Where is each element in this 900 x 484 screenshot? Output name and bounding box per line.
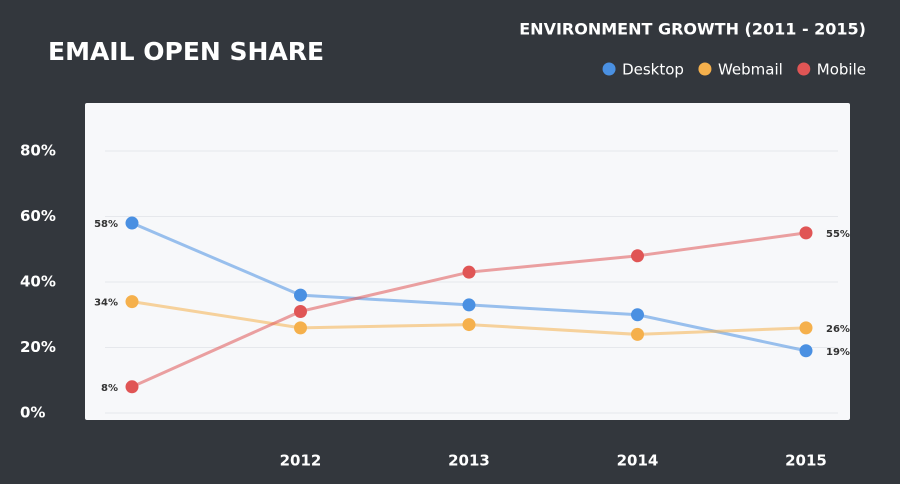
- data-label: 19%: [826, 347, 850, 358]
- x-tick-label: 2013: [448, 452, 490, 470]
- legend-marker: [602, 62, 616, 76]
- plot-area: [85, 103, 850, 420]
- data-point: [799, 344, 813, 358]
- legend-label: Webmail: [718, 61, 783, 79]
- x-tick-label: 2015: [785, 452, 827, 470]
- x-tick-label: 2014: [617, 452, 659, 470]
- data-point: [462, 298, 476, 312]
- data-point: [799, 321, 813, 335]
- y-tick-label: 20%: [20, 338, 56, 356]
- y-tick-label: 80%: [20, 142, 56, 160]
- data-point: [631, 327, 644, 341]
- data-label: 34%: [94, 298, 118, 309]
- data-point: [631, 249, 644, 263]
- y-tick-label: 40%: [20, 273, 56, 291]
- data-point: [631, 308, 644, 322]
- data-point: [125, 380, 139, 394]
- y-tick-label: 60%: [20, 207, 56, 225]
- data-point: [125, 295, 139, 309]
- data-point: [294, 304, 307, 318]
- x-tick-label: 2012: [280, 452, 322, 470]
- data-label: 8%: [101, 383, 118, 394]
- data-point: [294, 321, 307, 335]
- data-point: [462, 318, 476, 332]
- legend-label: Desktop: [622, 61, 684, 79]
- data-label: 26%: [826, 324, 850, 335]
- data-point: [294, 288, 307, 302]
- data-point: [799, 226, 813, 240]
- legend-marker: [797, 62, 811, 76]
- legend-marker: [698, 62, 712, 76]
- data-point: [125, 216, 139, 230]
- data-label: 55%: [826, 229, 850, 240]
- legend: Mobile Webmail Desktop: [602, 61, 866, 79]
- chart-title: EMAIL OPEN SHARE: [48, 37, 324, 66]
- y-tick-label: 0%: [20, 404, 45, 422]
- data-point: [462, 265, 476, 279]
- legend-label: Mobile: [817, 61, 866, 79]
- chart-subtitle: ENVIRONMENT GROWTH (2011 - 2015): [519, 20, 866, 39]
- data-label: 58%: [94, 219, 118, 230]
